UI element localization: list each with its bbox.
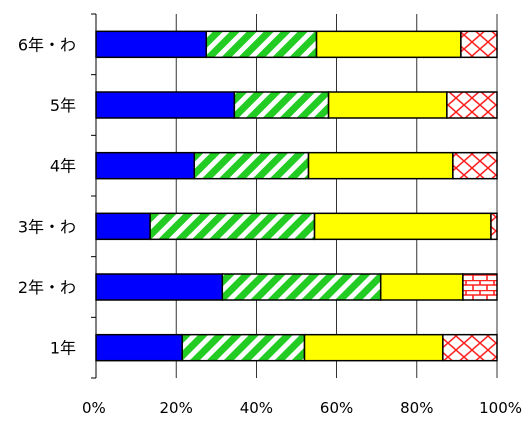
bar-segment: [462, 273, 498, 301]
category-label: 4年: [50, 157, 76, 176]
x-tick-label: 40%: [240, 399, 273, 417]
bar-segment: [205, 30, 318, 59]
bar-segment: [95, 91, 236, 119]
bar-segment: [95, 212, 151, 241]
category-label: 6年・わ: [18, 35, 76, 54]
x-tick-label: 0%: [82, 399, 106, 417]
bar-segment: [313, 212, 492, 241]
bar-segment: [181, 333, 306, 362]
category-label: 3年・わ: [18, 217, 76, 236]
bar-segment: [95, 30, 208, 59]
bar-segment: [446, 91, 498, 119]
bar-segment: [379, 273, 464, 301]
bar-segment: [327, 91, 448, 119]
bar-segment: [233, 91, 330, 119]
bar-segment: [303, 333, 444, 362]
bar-segment: [307, 151, 454, 180]
axes: [91, 13, 97, 379]
bar-segment: [442, 333, 498, 362]
bar-segment: [149, 212, 316, 241]
category-label: 5年: [50, 96, 76, 115]
gridlines: [175, 14, 498, 378]
bar-segment: [452, 151, 498, 180]
bar-segment: [221, 273, 382, 301]
bars: [95, 30, 498, 362]
bar-segment: [95, 151, 195, 180]
bar-segment: [315, 30, 462, 59]
category-label: 1年: [50, 339, 76, 358]
bar-segment: [95, 333, 183, 362]
category-label: 2年・わ: [18, 278, 76, 297]
x-tick-label: 100%: [479, 399, 522, 417]
bar-segment: [460, 30, 498, 59]
bar-segment: [193, 151, 310, 180]
labels: 0% 20% 40% 60% 80% 100% 6年・わ 5年 4年 3年・わ 2年・わ 1年: [18, 35, 522, 417]
bar-segment: [490, 212, 498, 241]
x-tick-label: 60%: [320, 399, 353, 417]
x-tick-label: 80%: [400, 399, 433, 417]
bar-segment: [95, 273, 224, 301]
x-tick-label: 20%: [160, 399, 193, 417]
